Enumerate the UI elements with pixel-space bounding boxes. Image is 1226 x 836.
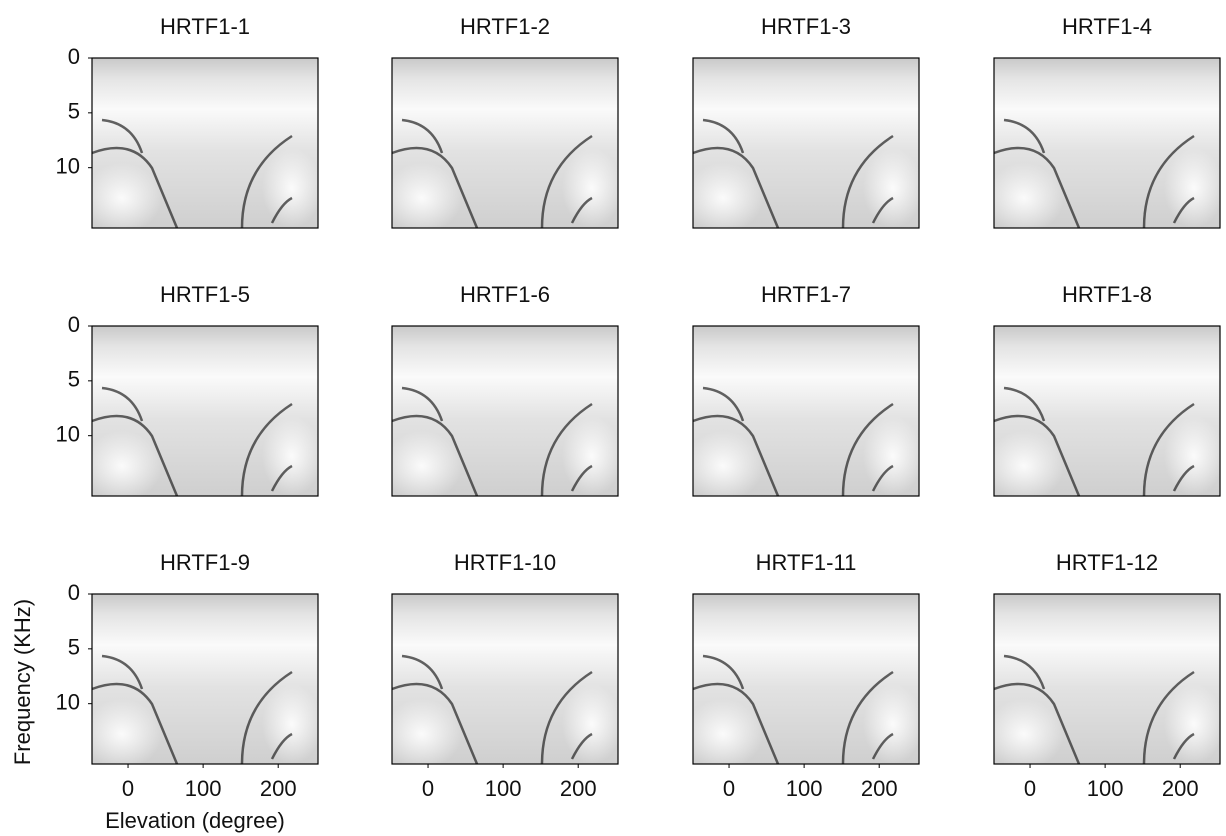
y-tick-label: 5 (68, 99, 80, 124)
panel-title: HRTF1-11 (756, 550, 857, 575)
y-tick-label: 0 (68, 312, 80, 337)
figure: HRTF1-10510HRTF1-2HRTF1-3HRTF1-4HRTF1-50… (0, 0, 1226, 836)
heatmap-texture (984, 163, 1064, 233)
y-tick-label: 10 (56, 689, 80, 714)
y-tick-label: 10 (56, 421, 80, 446)
panel-title: HRTF1-5 (160, 282, 250, 307)
heatmap-texture (984, 431, 1064, 501)
y-axis-label: Frequency (KHz) (10, 599, 35, 765)
heatmap-texture (562, 148, 622, 228)
heatmap-texture (82, 699, 162, 769)
panel-title: HRTF1-9 (160, 550, 250, 575)
panel-title: HRTF1-7 (761, 282, 851, 307)
x-tick-label: 100 (786, 776, 823, 801)
heatmap-texture (562, 416, 622, 496)
panel-title: HRTF1-8 (1062, 282, 1152, 307)
heatmap-texture (262, 416, 322, 496)
x-tick-label: 100 (1087, 776, 1124, 801)
panel-title: HRTF1-3 (761, 14, 851, 39)
heatmap-texture (683, 431, 763, 501)
x-tick-label: 100 (485, 776, 522, 801)
heatmap-texture (683, 163, 763, 233)
panel-title: HRTF1-4 (1062, 14, 1152, 39)
y-tick-label: 5 (68, 367, 80, 392)
heatmap-texture (1164, 148, 1224, 228)
panel-title: HRTF1-6 (460, 282, 550, 307)
y-tick-label: 10 (56, 153, 80, 178)
x-tick-label: 200 (861, 776, 898, 801)
x-tick-label: 0 (422, 776, 434, 801)
y-tick-label: 0 (68, 44, 80, 69)
x-tick-label: 200 (260, 776, 297, 801)
heatmap-texture (262, 148, 322, 228)
panel-title: HRTF1-2 (460, 14, 550, 39)
heatmap-texture (82, 163, 162, 233)
heatmap-texture (82, 431, 162, 501)
x-tick-label: 100 (185, 776, 222, 801)
heatmap-texture (863, 416, 923, 496)
heatmap-texture (382, 163, 462, 233)
heatmap-texture (562, 684, 622, 764)
y-tick-label: 0 (68, 580, 80, 605)
heatmap-texture (863, 684, 923, 764)
panel-title: HRTF1-12 (1056, 550, 1158, 575)
x-tick-label: 200 (560, 776, 597, 801)
x-axis-label: Elevation (degree) (105, 808, 285, 833)
heatmap-texture (262, 684, 322, 764)
panel-title: HRTF1-10 (454, 550, 556, 575)
x-tick-label: 0 (723, 776, 735, 801)
heatmap-texture (1164, 416, 1224, 496)
x-tick-label: 0 (1024, 776, 1036, 801)
heatmap-texture (382, 699, 462, 769)
heatmap-texture (1164, 684, 1224, 764)
x-tick-label: 0 (122, 776, 134, 801)
panel-title: HRTF1-1 (160, 14, 250, 39)
y-tick-label: 5 (68, 635, 80, 660)
heatmap-texture (984, 699, 1064, 769)
x-tick-label: 200 (1162, 776, 1199, 801)
heatmap-texture (382, 431, 462, 501)
heatmap-texture (863, 148, 923, 228)
heatmap-texture (683, 699, 763, 769)
